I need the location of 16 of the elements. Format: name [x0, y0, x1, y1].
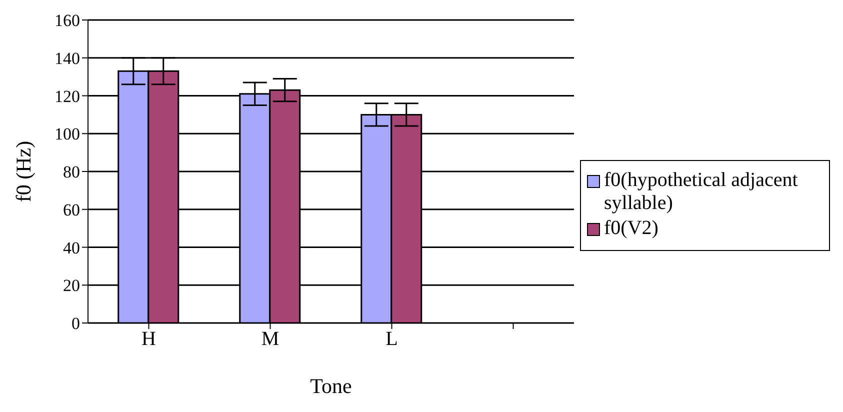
y-tick-label: 140 [54, 48, 80, 68]
x-tick-label: M [261, 328, 280, 350]
x-tick-label: H [142, 328, 156, 350]
x-axis-title: Tone [310, 374, 352, 398]
y-tick-label: 40 [63, 238, 80, 258]
y-tick-label: 20 [63, 276, 80, 296]
y-tick-label: 0 [72, 314, 80, 334]
y-tick-label: 60 [63, 200, 80, 220]
y-tick-label: 160 [54, 11, 80, 30]
y-axis-title: f0 (Hz) [11, 140, 36, 202]
legend-label: f0(V2) [604, 217, 658, 240]
y-tick-label: 120 [54, 86, 80, 106]
legend-label: f0(hypothetical adjacent syllable) [604, 169, 799, 215]
y-tick-label: 100 [54, 124, 80, 144]
x-tick-label: L [386, 328, 398, 350]
y-tick-label: 80 [63, 162, 80, 182]
